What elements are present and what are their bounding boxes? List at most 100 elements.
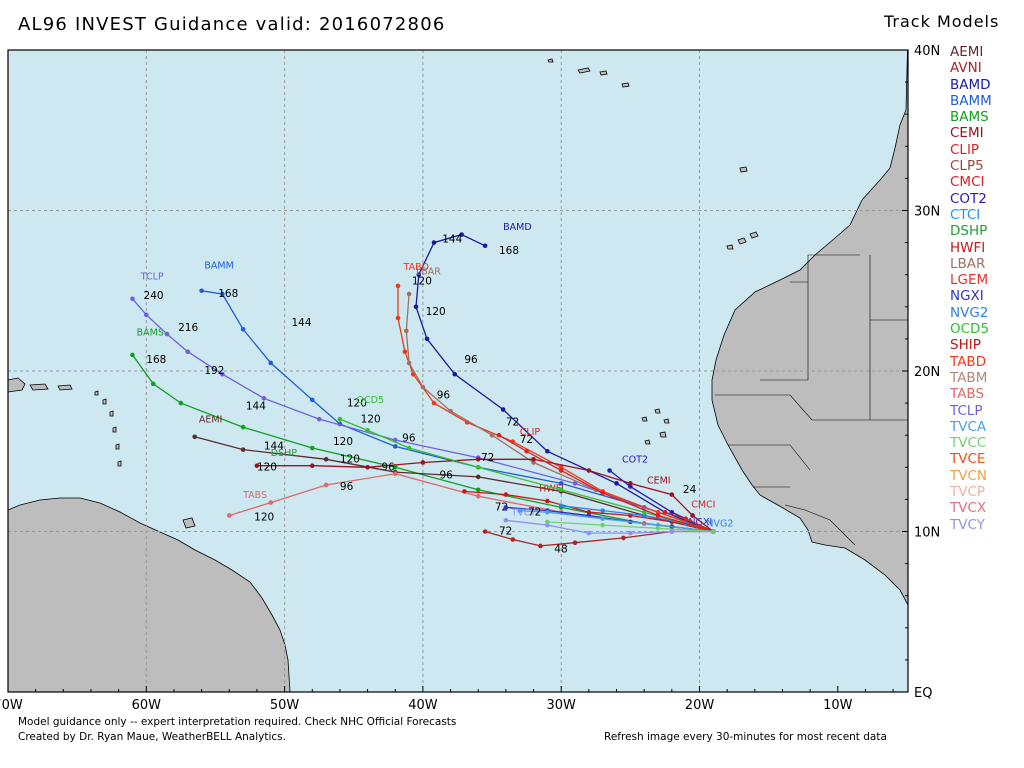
track-point [268,500,274,505]
legend-item-tvcn: TVCN [950,467,988,484]
track-model-label: HWFI [539,483,564,494]
track-point [130,352,135,358]
track-point [365,428,370,433]
track-point [607,468,612,473]
track-model-label: OCD5 [357,395,384,406]
track-point [420,384,426,390]
track-point [500,407,506,412]
landmass [8,50,908,692]
legend-item-lgem: LGEM [950,272,989,289]
track-point [600,516,605,521]
legend-item-aemi: AEMI [950,44,984,60]
forecast-hour-label: 192 [204,365,224,377]
forecast-hour-label: 24 [683,484,697,496]
forecast-hour-label: 144 [292,317,312,329]
forecast-hour-label: 168 [499,245,519,257]
track-point [482,243,488,249]
canary-island [726,244,734,250]
forecast-hour-label: 96 [402,433,416,445]
track-point [416,272,422,278]
track-point [690,513,695,518]
track-model-label: TABS [242,490,267,501]
track-point [178,400,184,406]
forecast-hour-label: 168 [218,288,238,300]
track-point [475,474,481,480]
track-point [475,465,481,470]
lon-label: 20W [685,698,715,713]
track-point [185,349,191,355]
track-point [404,328,409,334]
track-point [531,460,536,465]
track-model-label: LBAR [416,267,441,278]
legend-item-bamm: BAMM [950,92,992,109]
model-legend: AEMI AVNI BAMD BAMM BAMS CEMI CLIP CLP5 CMCI COT2… [950,44,1024,533]
legend-item-tabs: TABS [950,386,985,403]
track-point [558,503,564,509]
track-model-label: CEMI [647,475,671,486]
track-point [323,482,329,488]
track-point [586,530,592,536]
africa-land [711,50,908,692]
track-point [655,509,661,515]
track-point [558,468,564,473]
track-point [424,336,430,342]
track-point [655,513,661,518]
lat-label: 10N [914,526,940,541]
track-point [586,509,592,515]
track-tvcc [545,519,716,534]
lon-label: 10W [823,698,853,713]
track-point [406,445,412,451]
azores-island [577,67,591,74]
legend-item-lbar: LBAR [950,255,986,272]
track-point [545,522,550,528]
track-point [558,487,564,493]
track-point [628,481,633,486]
track-model-label: NGXI [688,517,712,528]
track-point [510,537,516,542]
legend-item-ngxi: NGXI [950,288,984,305]
azores-island [621,82,630,88]
track-point [337,416,343,422]
legend-item-tvce: TVCE [950,451,986,468]
lon-label: 40W [408,698,438,713]
forecast-hour-label: 120 [254,511,274,523]
lon-label: 60W [132,698,162,713]
track-point [240,424,246,430]
track-point [395,315,401,321]
track-model-label: CMCI [691,499,715,510]
legend-item-ctci: CTCI [950,206,981,223]
trinidad-island [182,517,196,529]
canary-island [737,237,747,245]
track-point [545,498,550,504]
track-point [406,360,412,366]
caribbean-island [29,383,49,391]
lat-label: 20N [914,365,940,380]
track-point [621,535,626,541]
caribbean-island [57,384,73,391]
track-point [711,529,716,534]
forecast-hour-label: 96 [437,389,451,401]
track-point [226,513,232,518]
forecast-hour-label: 120 [361,413,381,425]
track-point [240,447,246,452]
track-point [600,508,605,513]
footer-credit: Created by Dr. Ryan Maue, WeatherBELL An… [18,731,286,743]
track-point [475,493,481,499]
cape-verde-island [663,418,670,424]
track-point [420,460,426,465]
lat-lon-grid [8,50,908,692]
track-tabd: 72 120 TABD [395,262,716,534]
legend-item-ocd5: OCD5 [950,321,990,338]
track-point [220,371,225,377]
axis-labels: 40N 30N 20N 10N EQ 70W 60W 50W 40W 30W 20W 10W [0,44,940,713]
forecast-hour-label: 48 [554,543,567,555]
lat-label: 30N [914,205,940,220]
track-point [558,465,564,470]
track-point [503,505,509,510]
azores-island [599,70,608,76]
track-point [683,516,688,521]
forecast-hour-label: 72 [495,502,508,514]
forecast-hour-label: 120 [412,275,432,287]
madeira-island [739,166,748,173]
